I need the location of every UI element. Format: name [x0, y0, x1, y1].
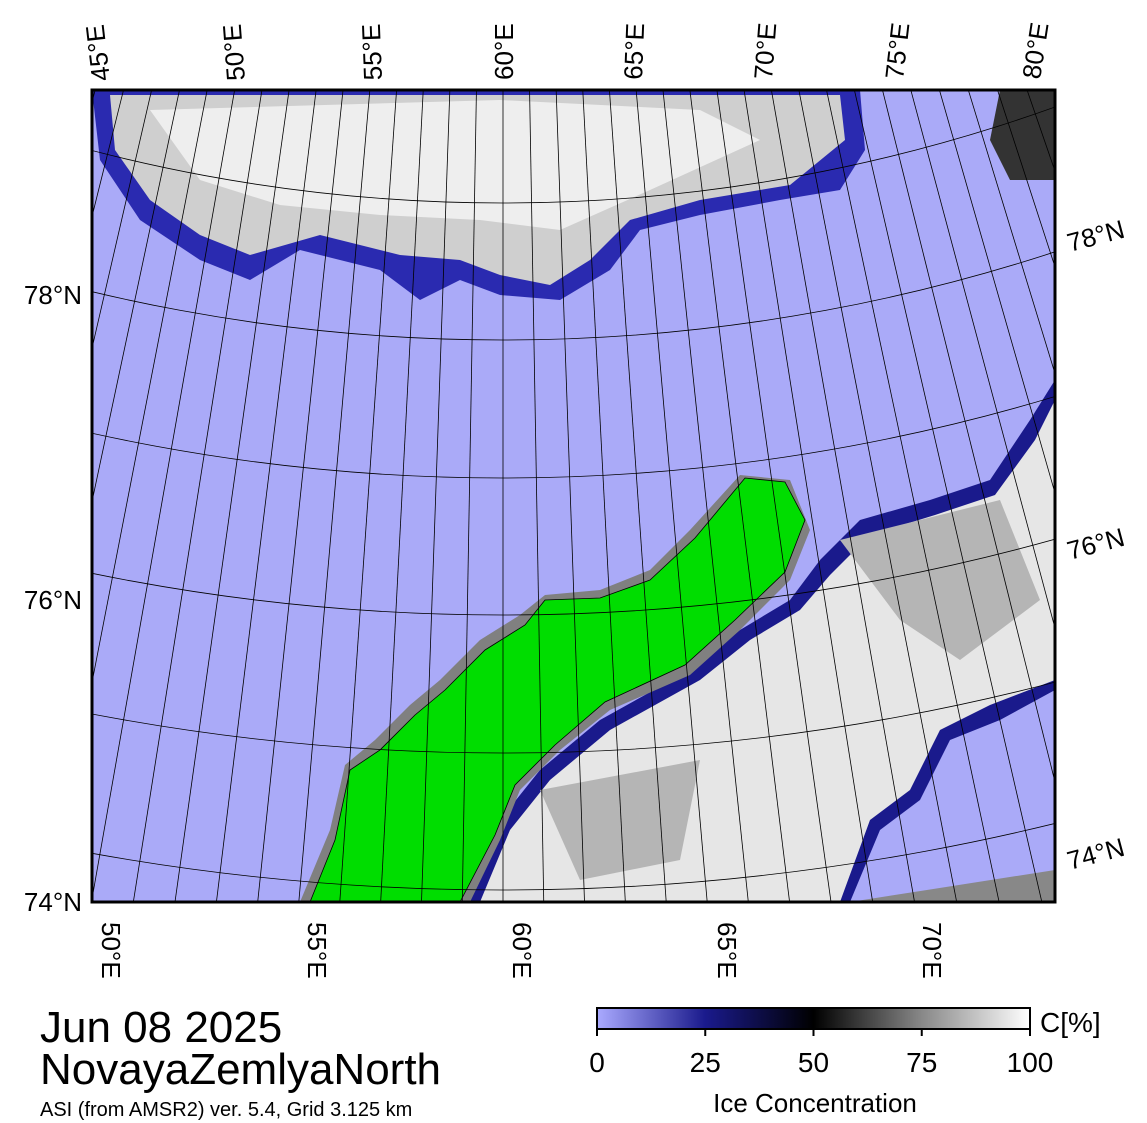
top-lon-label: 80°E — [1016, 20, 1054, 81]
meridian — [92, 90, 153, 351]
map-frame — [90, 88, 1057, 904]
meridian — [461, 90, 477, 902]
colorbar — [596, 1007, 1031, 1030]
left-lat-label: 74°N — [24, 887, 82, 917]
land — [309, 477, 806, 902]
meridian — [92, 90, 236, 902]
top-lon-label: 65°E — [618, 22, 650, 80]
colorbar-tick-label: 75 — [906, 1047, 937, 1078]
meridian — [609, 90, 667, 902]
top-lon-label: 50°E — [217, 23, 251, 82]
meridian — [689, 90, 790, 902]
meridian — [662, 90, 749, 902]
meridian — [216, 90, 317, 902]
region-title: NovayaZemlyaNorth — [40, 1045, 441, 1094]
meridian — [132, 90, 263, 902]
right-lat-label: 78°N — [1064, 214, 1128, 258]
colorbar-tick-label: 100 — [1007, 1047, 1054, 1078]
meridian — [92, 90, 124, 219]
meridian — [798, 90, 958, 902]
meridian — [174, 90, 290, 902]
left-lat-label: 76°N — [24, 585, 82, 615]
meridian — [92, 90, 180, 504]
right-lat-label: 74°N — [1064, 832, 1128, 876]
top-lon-label: 55°E — [356, 23, 388, 81]
axis-labels: 45°E 50°E 55°E 60°E 65°E 70°E 75°E 80°E 50°E 55°E… — [24, 20, 1128, 978]
colorbar-tick-label: 25 — [690, 1047, 721, 1078]
meridian — [582, 90, 626, 902]
meridian — [257, 90, 344, 902]
colorbar-unit: C[%] — [1040, 1007, 1101, 1038]
meridian — [380, 90, 424, 902]
source-note: ASI (from AMSR2) ver. 5.4, Grid 3.125 km — [40, 1099, 412, 1121]
meridian — [529, 90, 545, 902]
meridian — [421, 90, 451, 902]
bottom-lon-label: 55°E — [302, 922, 332, 979]
bottom-lon-label: 60°E — [507, 922, 537, 979]
no-data — [850, 870, 1055, 902]
meridian — [743, 90, 874, 902]
colorbar-ticks: 0 25 50 75 100 — [589, 1029, 1053, 1078]
right-lat-label: 76°N — [1064, 522, 1128, 566]
meridian — [635, 90, 708, 902]
ice-east-gray — [540, 500, 1040, 880]
top-lon-label: 70°E — [748, 22, 782, 81]
bottom-lon-label: 65°E — [712, 922, 742, 979]
meridian — [716, 90, 832, 902]
left-lat-label: 78°N — [24, 280, 82, 310]
bottom-lon-label: 70°E — [917, 922, 947, 979]
meridian — [939, 90, 1055, 495]
map-area — [92, 90, 1055, 902]
colorbar-tick-label: 0 — [589, 1047, 605, 1078]
top-lon-label: 60°E — [489, 23, 519, 80]
colorbar-label: Ice Concentration — [713, 1088, 917, 1118]
ice-north-bright — [150, 100, 760, 230]
meridian — [555, 90, 585, 902]
meridian — [92, 90, 208, 685]
meridian — [770, 90, 915, 902]
top-lon-label: 75°E — [879, 21, 915, 81]
bottom-lon-label: 50°E — [96, 922, 126, 979]
meridian — [882, 90, 1055, 784]
meridian — [826, 90, 1000, 902]
colorbar-tick-label: 50 — [798, 1047, 829, 1078]
meridian — [910, 90, 1055, 630]
meridian — [853, 90, 1043, 902]
graticule — [92, 90, 1055, 902]
meridian — [339, 90, 397, 902]
meridian — [298, 90, 371, 902]
top-lon-label: 45°E — [80, 23, 116, 83]
date-title: Jun 08 2025 — [40, 1003, 282, 1052]
